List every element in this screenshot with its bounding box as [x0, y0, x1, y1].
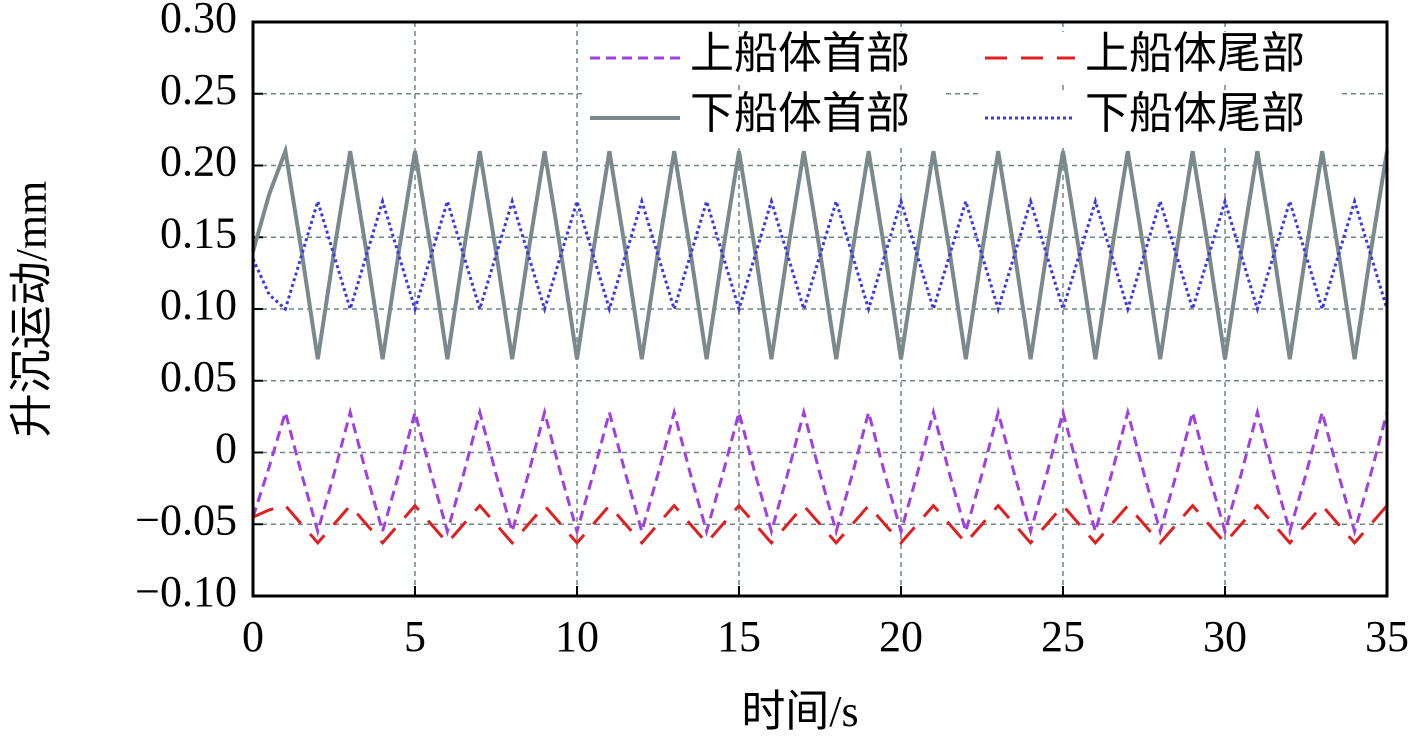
y-tick-label: −0.05	[135, 495, 237, 544]
x-tick-label: 25	[1041, 612, 1085, 661]
x-tick-label: 35	[1365, 612, 1409, 661]
legend-label: 下船体尾部	[1085, 89, 1305, 138]
x-tick-label: 15	[717, 612, 761, 661]
line-series	[251, 196, 1389, 315]
x-axis-label: 时间/s	[741, 687, 858, 736]
y-tick-label: 0.05	[160, 352, 237, 401]
y-tick-label: −0.10	[135, 567, 237, 616]
y-tick-label: 0.30	[160, 0, 237, 42]
x-tick-label: 20	[879, 612, 923, 661]
y-tick-label: 0.25	[160, 65, 237, 114]
y-tick-label: 0.15	[160, 208, 237, 257]
legend-label: 下船体首部	[690, 89, 910, 138]
line-series	[252, 503, 1389, 546]
line-series	[251, 143, 1389, 360]
y-tick-label: 0	[215, 424, 237, 473]
y-tick-label: 0.10	[160, 280, 237, 329]
plot-frame	[251, 20, 1389, 598]
x-tick-label: 5	[404, 612, 426, 661]
legend-label: 上船体首部	[690, 29, 910, 78]
x-tick-label: 30	[1203, 612, 1247, 661]
y-axis-label: 升沉运动/mm	[7, 181, 56, 438]
x-tick-label: 0	[242, 612, 264, 661]
legend-label: 上船体尾部	[1085, 29, 1305, 78]
y-tick-label: 0.20	[160, 137, 237, 186]
line-series	[251, 406, 1389, 537]
x-tick-label: 10	[555, 612, 599, 661]
